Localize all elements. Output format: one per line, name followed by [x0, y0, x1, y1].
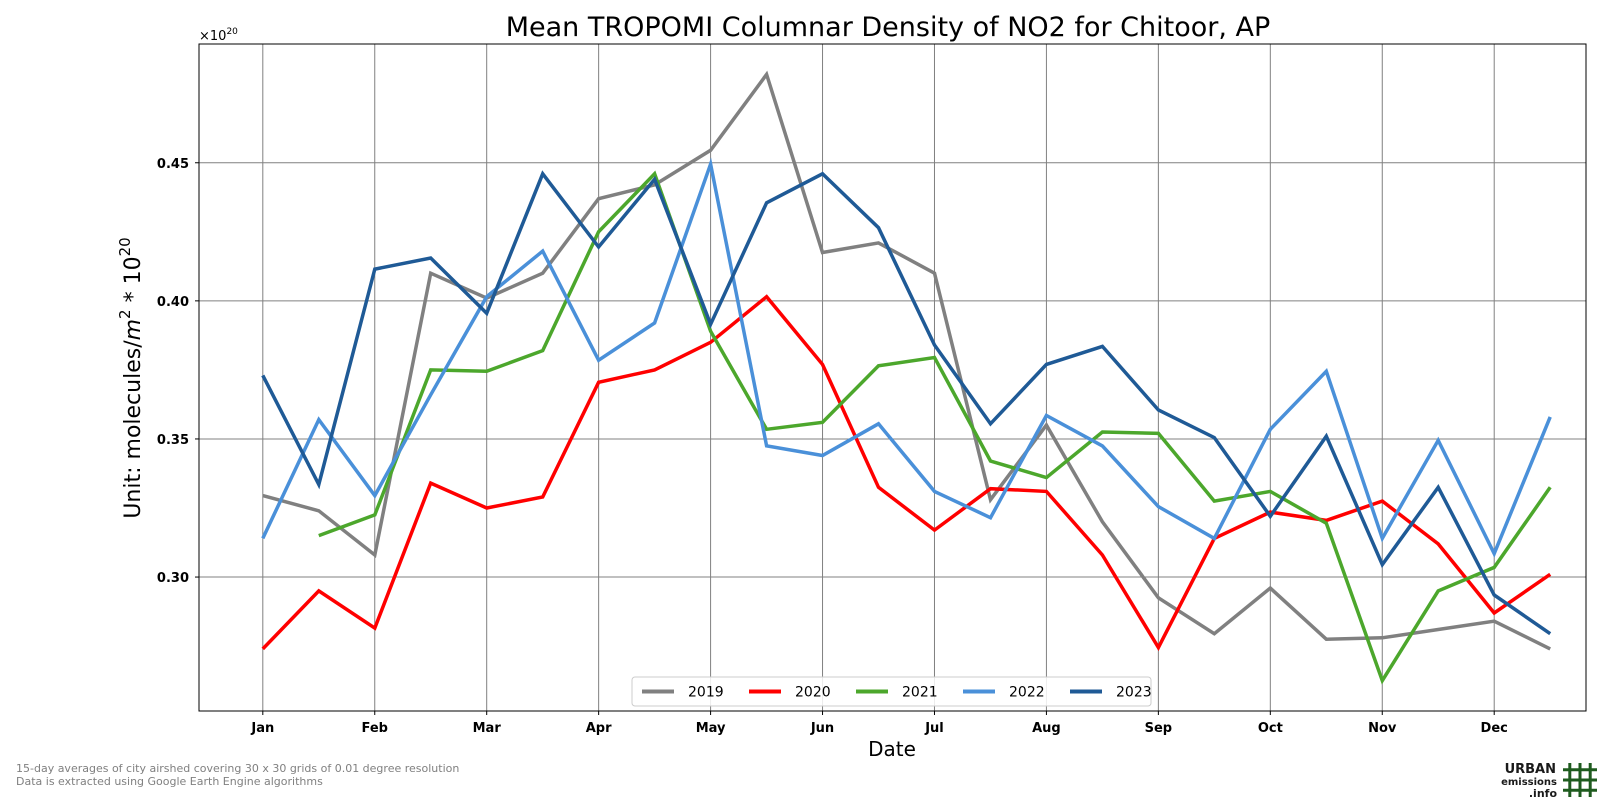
- x-tick-label: Jan: [250, 721, 274, 736]
- y-axis-label: Unit: molecules/m2 * 1020: [116, 237, 146, 518]
- footnote-line-2: Data is extracted using Google Earth Eng…: [16, 775, 323, 788]
- x-tick-label: Sep: [1145, 721, 1173, 736]
- x-tick-label: Dec: [1481, 721, 1508, 736]
- logo-text-emissions: emissions: [1501, 777, 1557, 788]
- legend-label-2023: 2023: [1116, 685, 1152, 701]
- legend-label-2021: 2021: [902, 685, 938, 701]
- urban-emissions-logo: URBAN emissions .info: [1501, 762, 1597, 800]
- x-tick-label: Apr: [586, 721, 612, 736]
- footnote-line-1: 15-day averages of city airshed covering…: [16, 762, 459, 775]
- plot-frame: [198, 43, 1587, 712]
- y-tick-label: 0.30: [157, 571, 189, 586]
- series-line-2021: [318, 170, 1552, 685]
- plot-area: Jan Feb Mar Apr May Jun Jul Aug Sep Oct Nov Dec 0.30…: [157, 43, 1587, 736]
- x-tick-label: Feb: [362, 721, 388, 736]
- legend: 2019 2020 2021 2022 2023: [631, 676, 1152, 707]
- y-tick-label: 0.35: [157, 433, 189, 448]
- legend-label-2019: 2019: [688, 685, 724, 701]
- x-axis-label: Date: [868, 737, 916, 761]
- x-tick-label: Jul: [924, 721, 944, 736]
- y-tick-label: 0.45: [157, 157, 189, 172]
- logo-text-urban: URBAN: [1505, 762, 1556, 777]
- x-tick-label: Jun: [810, 721, 834, 736]
- x-tick-label: Aug: [1032, 721, 1061, 736]
- x-tick-label: May: [696, 721, 726, 736]
- chart-title: Mean TROPOMI Columnar Density of NO2 for…: [506, 12, 1271, 43]
- series-line-2023: [261, 170, 1552, 636]
- x-tick-label: Oct: [1258, 721, 1283, 736]
- x-tick-label: Nov: [1368, 721, 1397, 736]
- legend-label-2022: 2022: [1009, 685, 1045, 701]
- legend-box: [631, 676, 1152, 707]
- series-line-2020: [261, 294, 1552, 652]
- x-tick-label: Mar: [473, 721, 502, 736]
- series-line-2019: [262, 70, 1551, 651]
- y-tick-label: 0.40: [157, 295, 189, 310]
- legend-label-2020: 2020: [795, 685, 831, 701]
- logo-text-info: .info: [1529, 787, 1558, 800]
- series-line-2022: [261, 157, 1552, 558]
- y-offset-label: ×1020: [199, 27, 238, 44]
- logo-grid-icon: [1563, 763, 1597, 797]
